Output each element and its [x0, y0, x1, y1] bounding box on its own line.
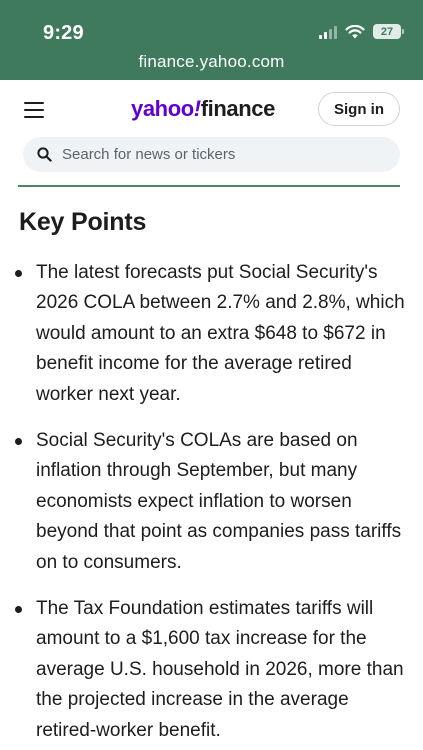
- logo-bang: !: [193, 96, 201, 121]
- site-header: yahoo!finance Sign in: [0, 80, 423, 188]
- sign-in-button[interactable]: Sign in: [318, 92, 400, 126]
- browser-status-bar: 9:29 27 finance.yahoo.com: [0, 0, 423, 80]
- cellular-signal-icon: [319, 25, 337, 39]
- address-bar-url[interactable]: finance.yahoo.com: [138, 52, 285, 71]
- header-divider: [18, 185, 400, 187]
- status-time: 9:29: [43, 22, 84, 44]
- search-bar[interactable]: [23, 137, 400, 172]
- system-indicators: 27: [319, 24, 404, 39]
- key-points-heading: Key Points: [19, 208, 147, 236]
- battery-icon: 27: [373, 24, 404, 39]
- yahoo-finance-logo[interactable]: yahoo!finance: [131, 96, 275, 122]
- key-point-item: The latest forecasts put Social Security…: [0, 258, 423, 410]
- logo-product-text: finance: [200, 96, 276, 121]
- logo-brand-text: yahoo: [131, 96, 194, 121]
- hamburger-menu-icon[interactable]: [24, 102, 44, 118]
- key-point-item: The Tax Foundation estimates tariffs wil…: [0, 594, 423, 746]
- wifi-icon: [345, 24, 365, 38]
- search-input[interactable]: [62, 146, 382, 163]
- search-icon: [37, 147, 52, 162]
- key-points-list: The latest forecasts put Social Security…: [0, 258, 423, 750]
- key-point-item: Social Security's COLAs are based on inf…: [0, 426, 423, 578]
